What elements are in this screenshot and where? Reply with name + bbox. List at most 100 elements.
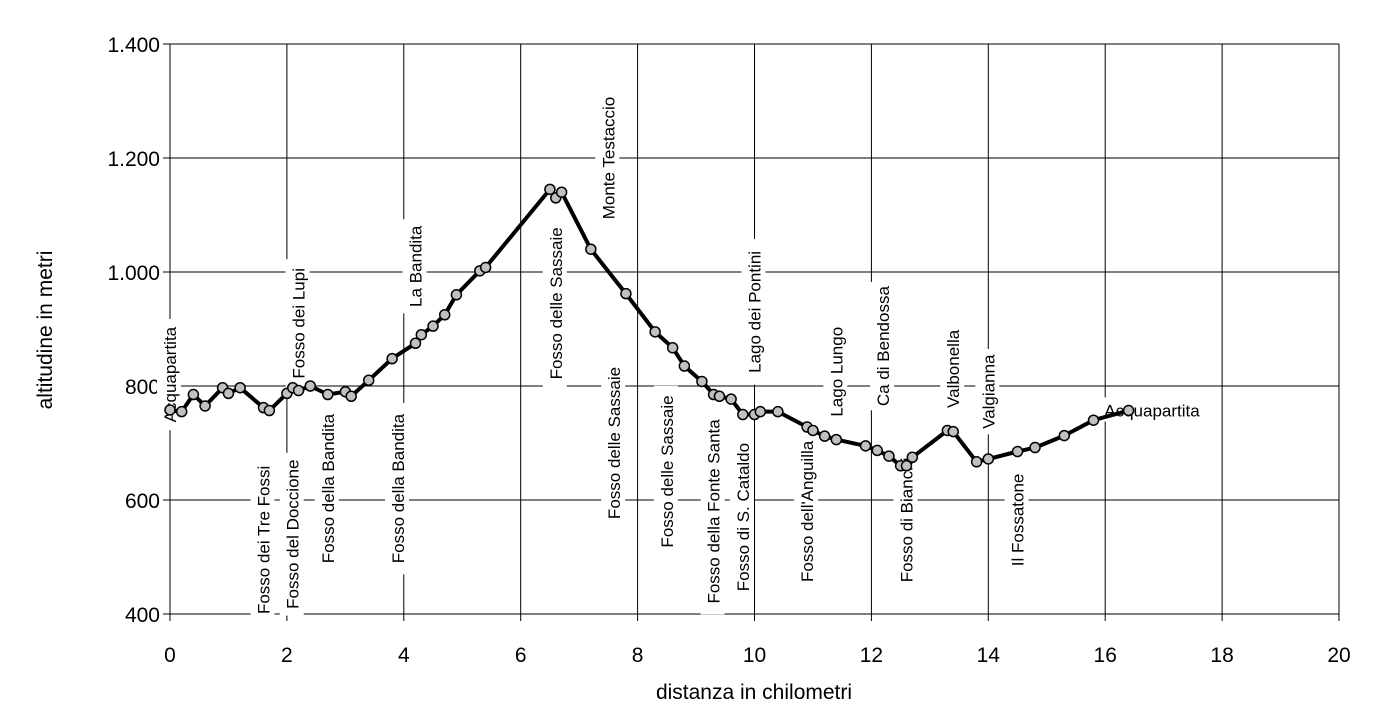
annotation-label-4: Fosso della Bandita bbox=[319, 413, 338, 563]
data-point-29 bbox=[620, 287, 632, 300]
data-point-0 bbox=[164, 404, 176, 416]
annotation-8: Monte Testaccio bbox=[595, 89, 620, 227]
data-point-31 bbox=[666, 342, 679, 354]
data-point-1 bbox=[175, 405, 188, 418]
annotation-19: Valgianna bbox=[975, 349, 1000, 435]
annotation-bg-18 bbox=[940, 321, 965, 416]
data-point-11 bbox=[292, 384, 305, 397]
data-point-39 bbox=[754, 405, 767, 418]
annotation-label-18: Valbonella bbox=[944, 329, 963, 408]
annotation-label-5: Fosso della Bandita bbox=[389, 413, 408, 563]
annotation-label-2: Fosso del Doccione bbox=[284, 460, 303, 609]
annotation-bg-7 bbox=[542, 217, 567, 390]
data-point-56 bbox=[1029, 441, 1041, 454]
annotation-20: Il Fossatone bbox=[1004, 464, 1029, 576]
annotation-5: Fosso della Bandita bbox=[384, 402, 409, 575]
annotation-label-19: Valgianna bbox=[979, 354, 998, 429]
annotation-bg-11 bbox=[700, 408, 725, 615]
annotation-label-21: Acquapartita bbox=[1104, 402, 1200, 421]
data-point-53 bbox=[970, 456, 983, 468]
data-points bbox=[164, 183, 1135, 472]
data-point-36 bbox=[725, 393, 737, 405]
data-point-22 bbox=[450, 289, 463, 301]
annotation-label-20: Il Fossatone bbox=[1009, 474, 1028, 567]
annotation-4: Fosso della Bandita bbox=[314, 402, 339, 575]
annotation-13: Lago dei Pontini bbox=[741, 239, 766, 385]
annotation-bg-2 bbox=[279, 452, 304, 616]
data-point-44 bbox=[830, 433, 843, 446]
data-point-55 bbox=[1011, 445, 1024, 458]
annotation-label-7: Fosso delle Sassaie bbox=[547, 227, 566, 379]
x-tick-label-1: 2 bbox=[281, 644, 293, 667]
x-tick-label-0: 0 bbox=[164, 644, 176, 667]
y-tick-label-0: 400 bbox=[125, 604, 160, 627]
annotation-10: Fosso delle Sassaie bbox=[653, 385, 678, 558]
data-point-27 bbox=[555, 186, 568, 198]
x-tick-label-6: 12 bbox=[860, 644, 883, 667]
x-tick-labels: 0 2 4 6 8 10 12 14 16 18 20 bbox=[164, 644, 1351, 667]
data-point-43 bbox=[818, 430, 831, 442]
annotation-label-0: Acquapartita bbox=[161, 326, 180, 422]
annotation-12: Fosso di S. Cataldo bbox=[729, 431, 754, 603]
annotation-2: Fosso del Doccione bbox=[279, 452, 304, 616]
data-point-37 bbox=[737, 408, 749, 421]
annotation-16: Ca di Bendossa bbox=[870, 281, 895, 411]
data-point-18 bbox=[409, 337, 422, 349]
annotation-bg-10 bbox=[653, 385, 678, 558]
data-point-45 bbox=[859, 440, 872, 452]
data-point-35 bbox=[713, 390, 726, 403]
annotation-label-13: Lago dei Pontini bbox=[746, 251, 765, 373]
annotation-label-10: Fosso delle Sassaie bbox=[658, 395, 677, 547]
data-point-52 bbox=[947, 425, 959, 438]
annotation-bg-13 bbox=[741, 239, 766, 385]
x-tick-label-2: 4 bbox=[398, 644, 410, 667]
x-tick-label-4: 8 bbox=[632, 644, 644, 667]
data-point-25 bbox=[544, 183, 556, 196]
annotation-bg-5 bbox=[384, 402, 409, 575]
data-point-24 bbox=[479, 261, 492, 274]
annotation-bg-14 bbox=[794, 425, 819, 598]
data-point-8 bbox=[263, 404, 276, 417]
x-tick-label-9: 18 bbox=[1210, 644, 1233, 667]
annotation-0: Acquapartita bbox=[157, 319, 181, 431]
annotation-label-9: Fosso delle Sassaie bbox=[605, 367, 624, 519]
x-tick-label-3: 6 bbox=[515, 644, 527, 667]
annotation-label-12: Fosso di S. Cataldo bbox=[734, 443, 753, 591]
data-point-54 bbox=[982, 453, 995, 465]
data-point-49 bbox=[900, 460, 913, 472]
annotation-17: Fosso di Bianchi bbox=[893, 447, 918, 593]
data-point-57 bbox=[1058, 429, 1071, 442]
data-point-2 bbox=[187, 388, 200, 401]
data-point-59 bbox=[1122, 404, 1135, 417]
data-point-30 bbox=[649, 326, 661, 338]
annotation-bg-15 bbox=[823, 324, 848, 419]
annotation-1: Fosso dei Tre Fossi bbox=[250, 454, 275, 626]
data-point-21 bbox=[438, 309, 451, 321]
data-point-12 bbox=[304, 380, 317, 392]
annotation-18: Valbonella bbox=[940, 321, 965, 416]
annotation-bg-9 bbox=[601, 357, 626, 529]
data-point-46 bbox=[871, 444, 883, 457]
y-tick-labels: 400 600 800 1.000 1.200 1.400 bbox=[107, 34, 160, 627]
annotation-bg-6 bbox=[402, 219, 427, 314]
annotation-bg-20 bbox=[1004, 464, 1029, 576]
data-point-3 bbox=[199, 400, 211, 412]
data-point-40 bbox=[772, 405, 784, 418]
y-tick-label-4: 1.200 bbox=[107, 148, 160, 171]
annotation-bg-4 bbox=[314, 402, 339, 575]
annotation-15: Lago Lungo bbox=[823, 324, 848, 419]
annotation-bg-19 bbox=[975, 349, 1000, 435]
data-point-19 bbox=[415, 328, 428, 341]
annotation-21: Acquapartita bbox=[1096, 397, 1208, 422]
data-point-17 bbox=[386, 352, 398, 365]
annotation-3: Fosso dei Lupi bbox=[285, 259, 310, 388]
annotation-7: Fosso delle Sassaie bbox=[542, 217, 567, 390]
y-tick-label-5: 1.400 bbox=[107, 34, 160, 57]
data-point-16 bbox=[362, 374, 375, 387]
annotation-bg-1 bbox=[250, 454, 275, 626]
data-point-13 bbox=[322, 388, 334, 401]
data-point-58 bbox=[1087, 414, 1100, 426]
x-tick-label-10: 20 bbox=[1327, 644, 1350, 667]
y-tick-label-2: 800 bbox=[125, 376, 160, 399]
